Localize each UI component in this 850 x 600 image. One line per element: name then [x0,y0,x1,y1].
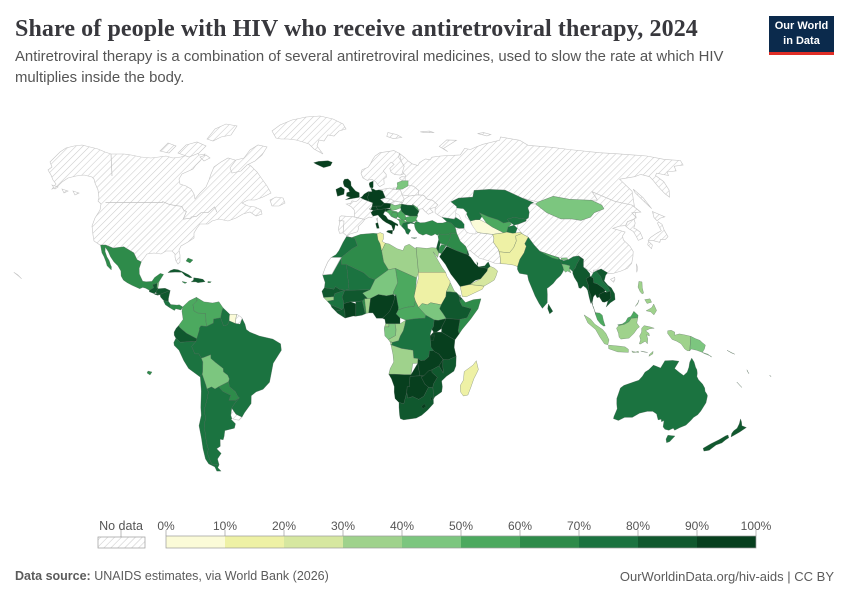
svg-text:80%: 80% [626,519,650,533]
svg-text:20%: 20% [272,519,296,533]
svg-text:100%: 100% [741,519,772,533]
svg-text:10%: 10% [213,519,237,533]
svg-text:40%: 40% [390,519,414,533]
svg-text:No data: No data [99,519,143,533]
svg-text:0%: 0% [157,519,175,533]
svg-text:90%: 90% [685,519,709,533]
svg-text:30%: 30% [331,519,355,533]
svg-text:50%: 50% [449,519,473,533]
svg-text:60%: 60% [508,519,532,533]
svg-text:70%: 70% [567,519,591,533]
